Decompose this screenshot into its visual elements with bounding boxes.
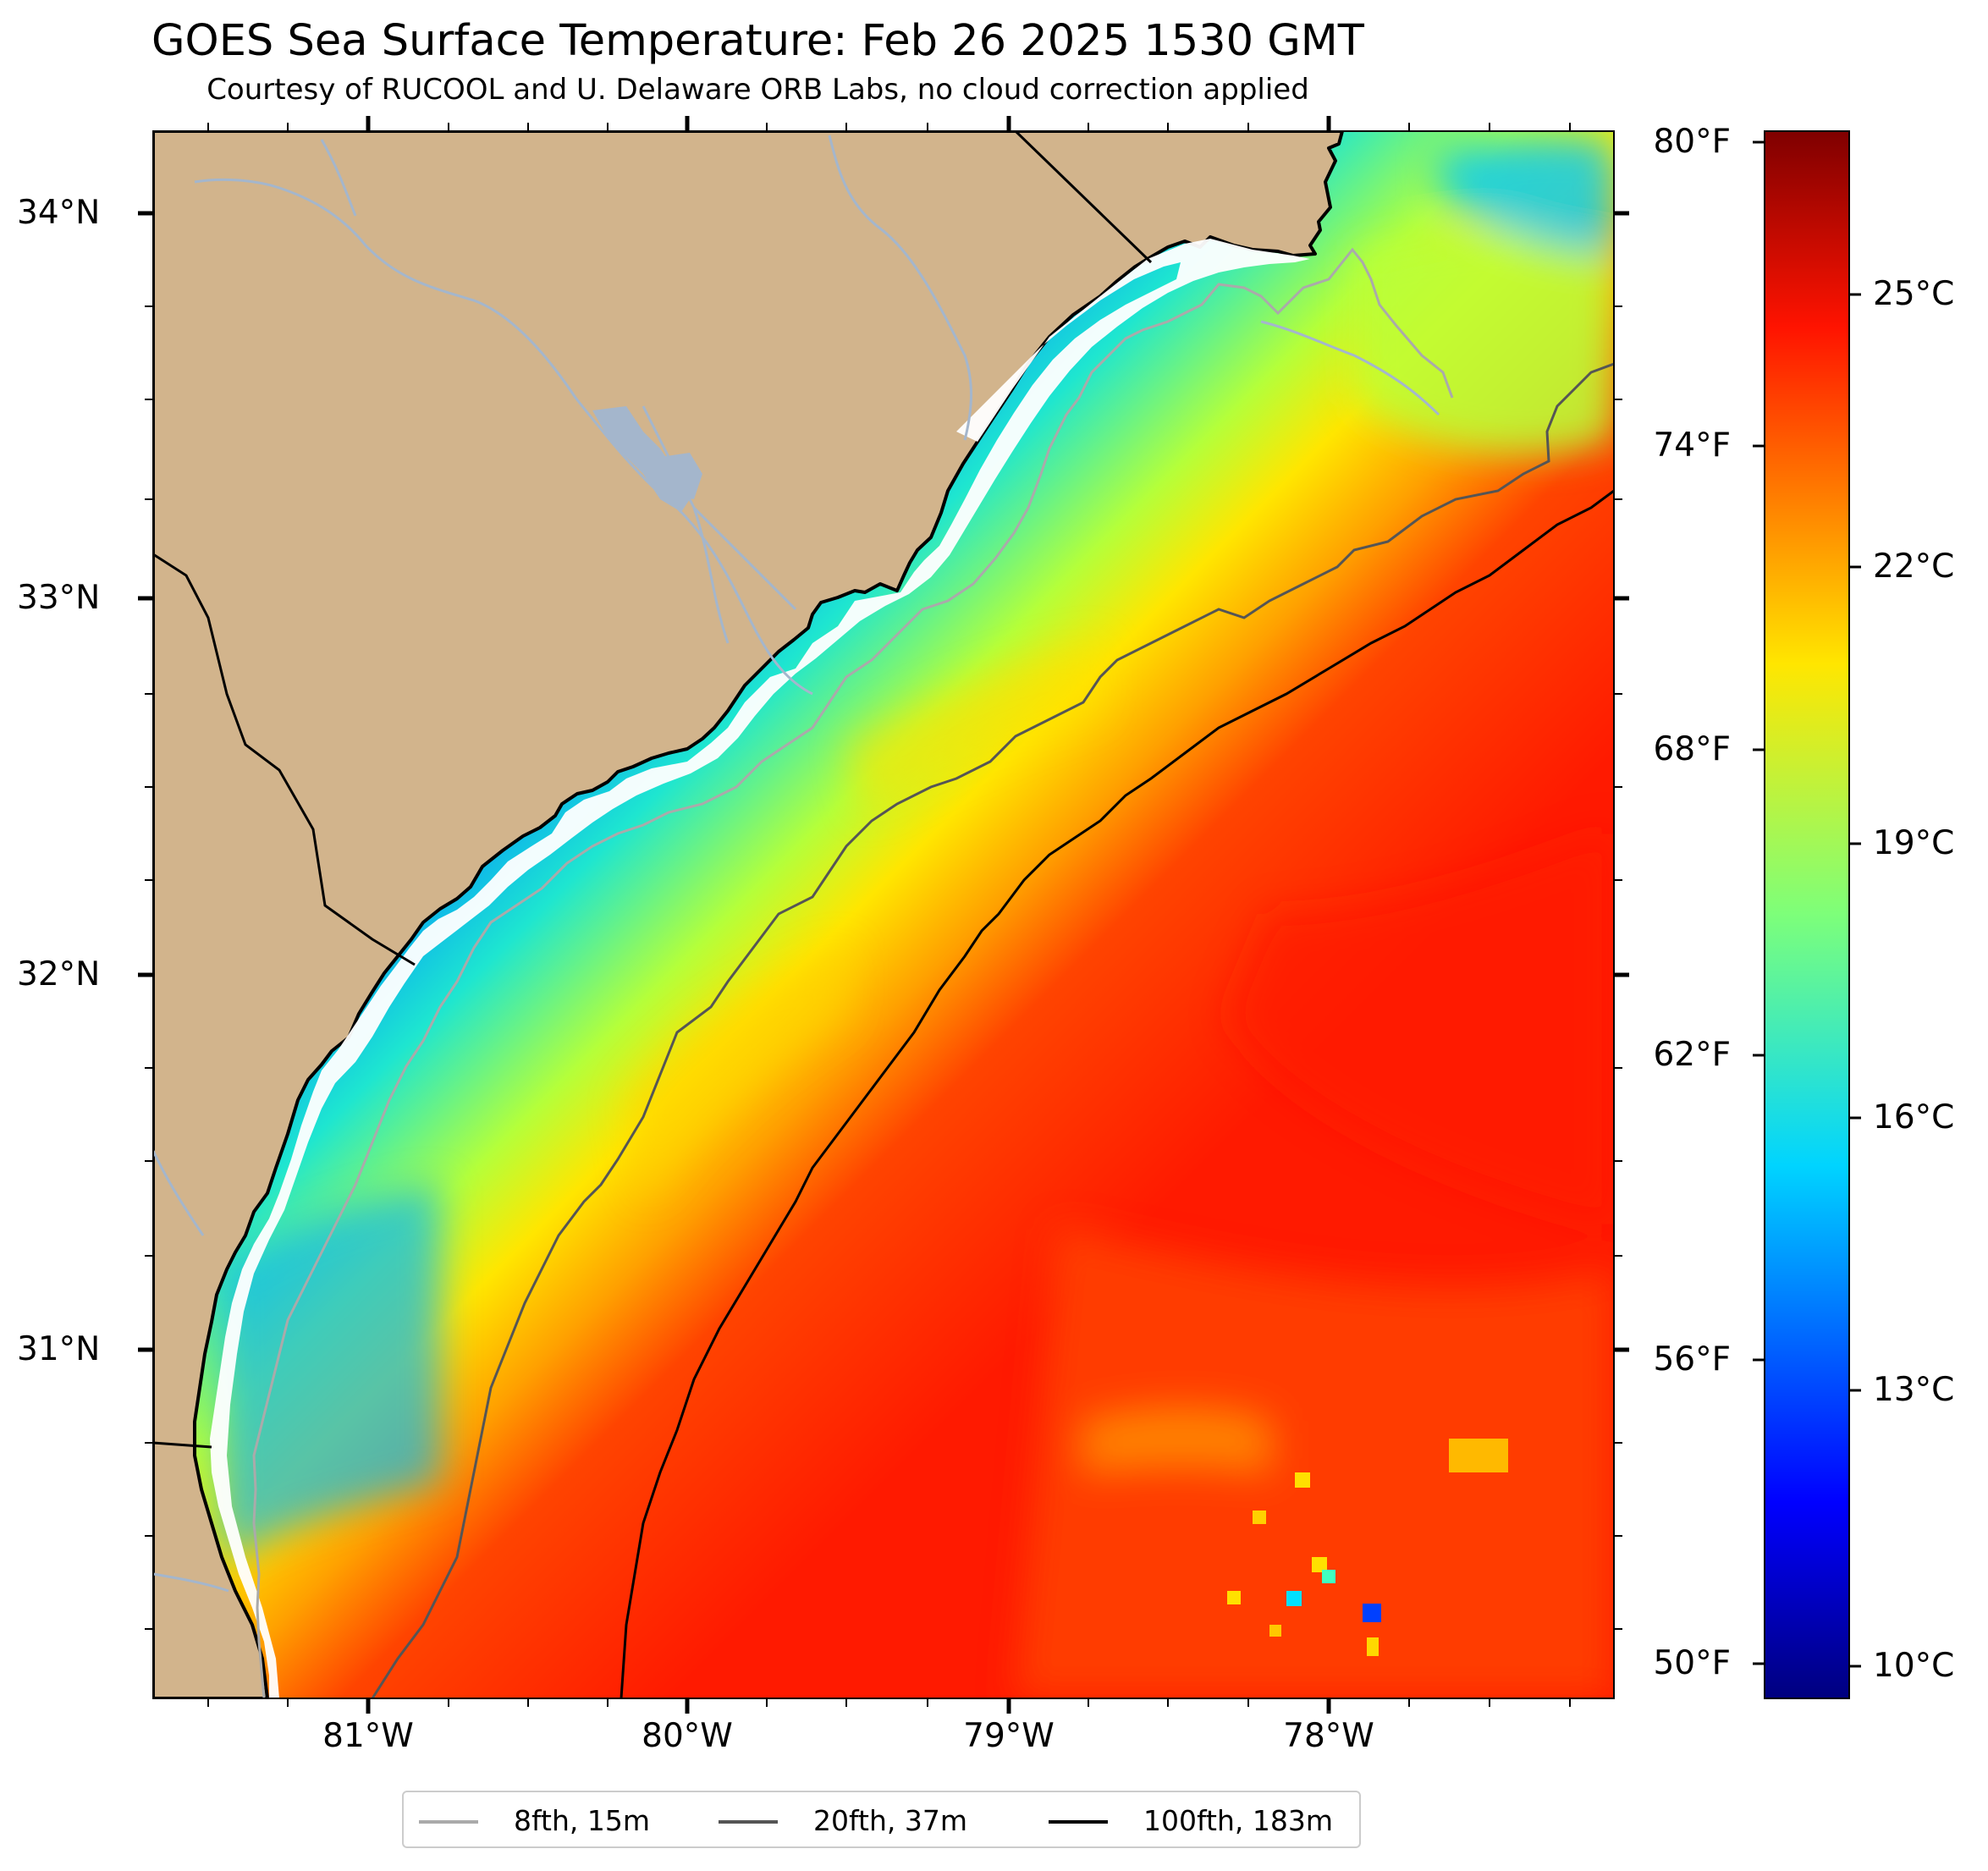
colorbar-f-label: 62°F xyxy=(1653,1036,1731,1074)
colorbar-c-label: 19°C xyxy=(1873,824,1955,862)
colorbar-c-label: 16°C xyxy=(1873,1098,1955,1136)
lake-moultrie xyxy=(660,453,702,499)
isobath-100fth xyxy=(620,489,1614,1698)
legend-label-20fth: 20fth, 37m xyxy=(813,1804,967,1837)
lon-tick-81w: 81°W xyxy=(322,1717,414,1755)
colorbar-c-label: 10°C xyxy=(1873,1647,1955,1685)
lat-tick-32n: 32°N xyxy=(17,955,101,993)
lat-tick-31n: 31°N xyxy=(17,1330,101,1368)
lon-tick-78w: 78°W xyxy=(1283,1717,1374,1755)
colorbar-f-label: 74°F xyxy=(1653,426,1731,465)
sst-cold-spots xyxy=(1227,1439,1508,1656)
lat-tick-34n: 34°N xyxy=(17,194,101,232)
lon-tick-80w: 80°W xyxy=(642,1717,733,1755)
colorbar-c-label: 13°C xyxy=(1873,1371,1955,1409)
lat-tick-33n: 33°N xyxy=(17,579,101,617)
colorbar xyxy=(1764,130,1850,1699)
isobath-20fth xyxy=(371,362,1614,1698)
map-frame xyxy=(152,130,1615,1699)
legend-line-20fth xyxy=(719,1820,778,1824)
map-title: GOES Sea Surface Temperature: Feb 26 202… xyxy=(151,16,1364,66)
legend-label-100fth: 100fth, 183m xyxy=(1143,1804,1333,1837)
colorbar-ticks xyxy=(1753,140,1861,1668)
colorbar-f-label: 50°F xyxy=(1653,1644,1731,1682)
colorbar-f-label: 56°F xyxy=(1653,1340,1731,1378)
colorbar-f-label: 80°F xyxy=(1653,123,1731,161)
colorbar-f-label: 68°F xyxy=(1653,730,1731,768)
isobath-legend: 8fth, 15m 20fth, 37m 100fth, 183m xyxy=(402,1791,1361,1848)
colorbar-c-label: 25°C xyxy=(1873,275,1955,313)
map-subtitle: Courtesy of RUCOOL and U. Delaware ORB L… xyxy=(207,73,1309,107)
axis-ticks xyxy=(138,116,1629,1714)
colorbar-c-label: 22°C xyxy=(1873,548,1955,586)
lake-marion xyxy=(592,406,690,512)
isobath-8fth xyxy=(252,247,1454,1698)
rivers xyxy=(153,135,1440,1593)
legend-label-8fth: 8fth, 15m xyxy=(514,1804,651,1837)
lon-tick-79w: 79°W xyxy=(963,1717,1055,1755)
state-borders xyxy=(153,131,1153,1449)
legend-line-100fth xyxy=(1049,1820,1108,1824)
legend-line-8fth xyxy=(419,1820,478,1824)
